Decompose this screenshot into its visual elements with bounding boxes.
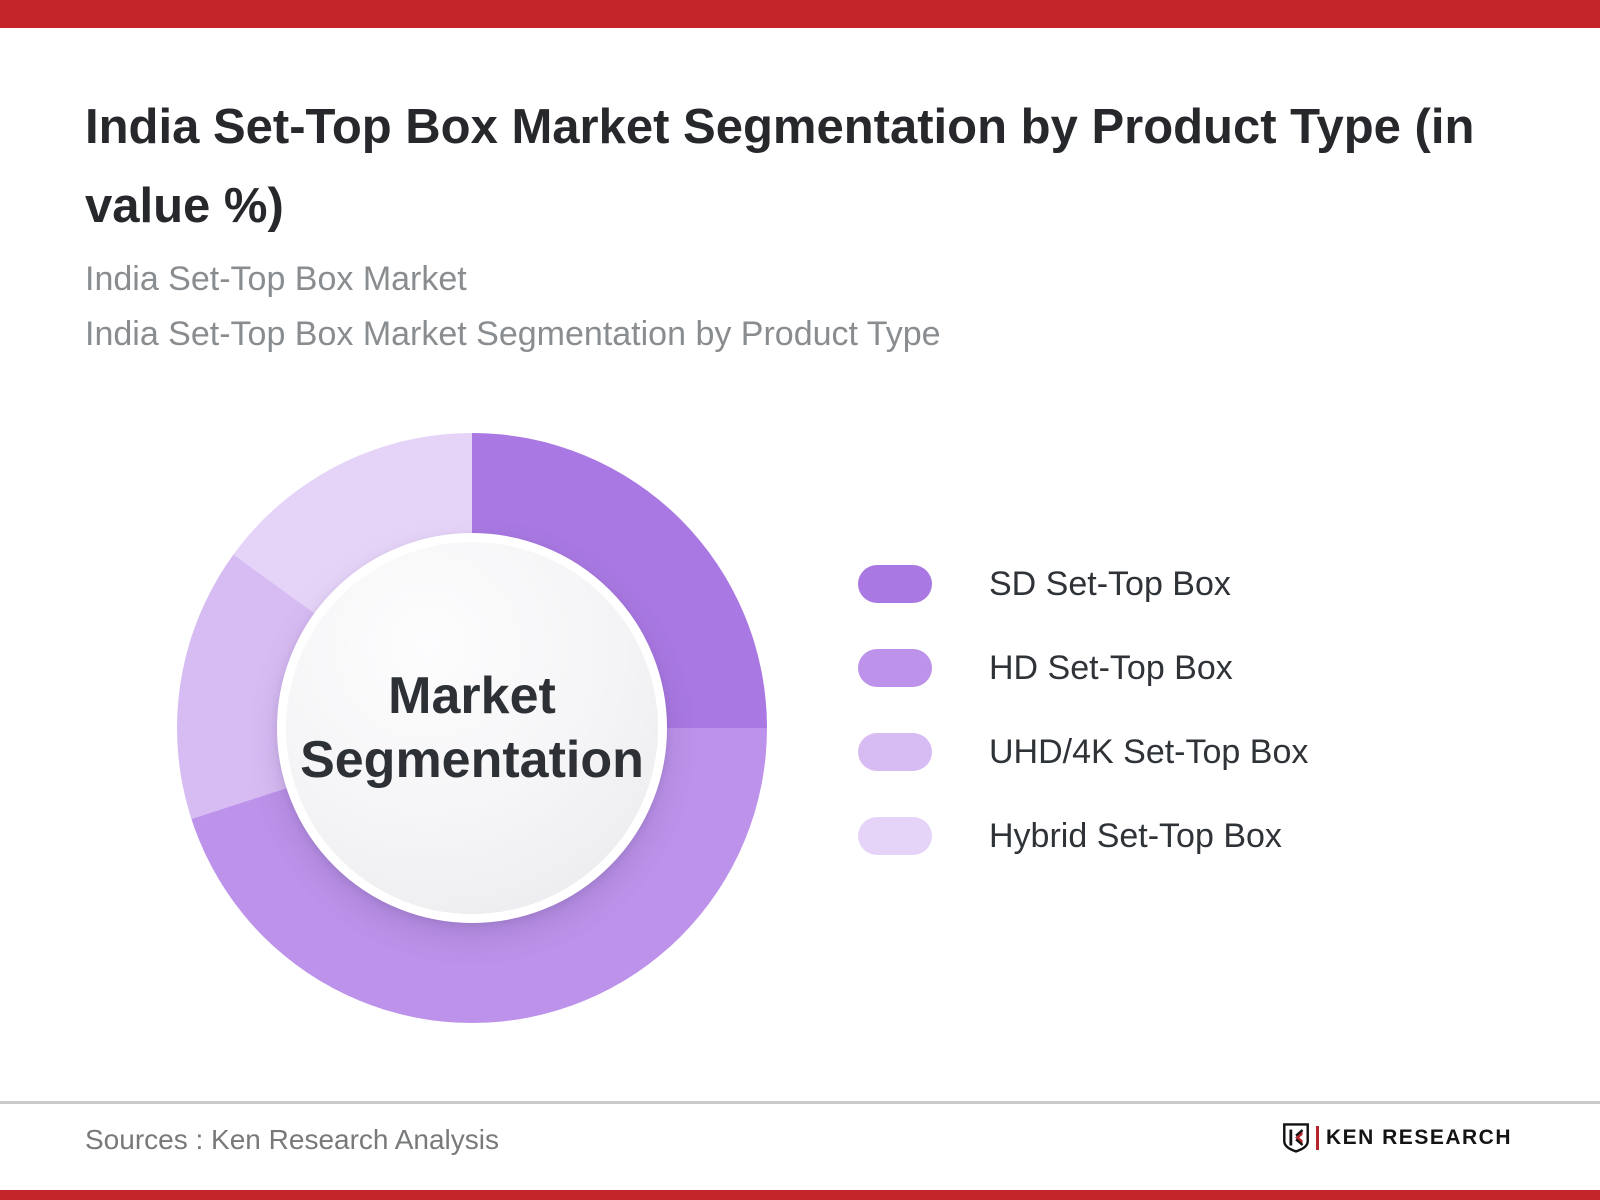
footer-divider bbox=[0, 1101, 1600, 1104]
brand-wordmark: KEN RESEARCH bbox=[1325, 1126, 1512, 1149]
source-note: Sources : Ken Research Analysis bbox=[85, 1124, 499, 1155]
brand-separator bbox=[1315, 1126, 1319, 1150]
legend-item-hd: HD Set-Top Box bbox=[858, 649, 1308, 687]
legend-label-uhd4k: UHD/4K Set-Top Box bbox=[989, 732, 1309, 771]
subtitle-line1: India Set-Top Box Market bbox=[85, 260, 467, 298]
legend-item-hybrid: Hybrid Set-Top Box bbox=[858, 817, 1308, 855]
legend-swatch-uhd4k bbox=[858, 733, 932, 771]
bottom-brand-bar bbox=[0, 1190, 1600, 1200]
donut-center: Market Segmentation bbox=[277, 533, 667, 923]
page-title-line1: India Set-Top Box Market Segmentation by… bbox=[85, 100, 1475, 154]
legend-swatch-sd bbox=[858, 565, 932, 603]
chart-legend: SD Set-Top Box HD Set-Top Box UHD/4K Set… bbox=[858, 565, 1308, 855]
ken-research-shield-icon bbox=[1283, 1123, 1309, 1153]
donut-center-label-line2: Segmentation bbox=[300, 731, 644, 789]
subtitle-line2: India Set-Top Box Market Segmentation by… bbox=[85, 315, 941, 353]
legend-item-uhd4k: UHD/4K Set-Top Box bbox=[858, 733, 1308, 771]
donut-center-label: Market Segmentation bbox=[300, 664, 644, 792]
legend-label-sd: SD Set-Top Box bbox=[989, 564, 1231, 603]
top-brand-bar bbox=[0, 0, 1600, 28]
legend-label-hybrid: Hybrid Set-Top Box bbox=[989, 816, 1282, 855]
page-title-line2: value %) bbox=[85, 179, 284, 233]
brand-logo: KEN RESEARCH bbox=[1281, 1122, 1512, 1154]
legend-label-hd: HD Set-Top Box bbox=[989, 648, 1233, 687]
legend-item-sd: SD Set-Top Box bbox=[858, 565, 1308, 603]
legend-swatch-hybrid bbox=[858, 817, 932, 855]
page-title: India Set-Top Box Market Segmentation by… bbox=[85, 88, 1525, 246]
page-subtitle: India Set-Top Box Market India Set-Top B… bbox=[85, 252, 941, 362]
donut-center-label-line1: Market bbox=[388, 667, 556, 725]
legend-swatch-hd bbox=[858, 649, 932, 687]
